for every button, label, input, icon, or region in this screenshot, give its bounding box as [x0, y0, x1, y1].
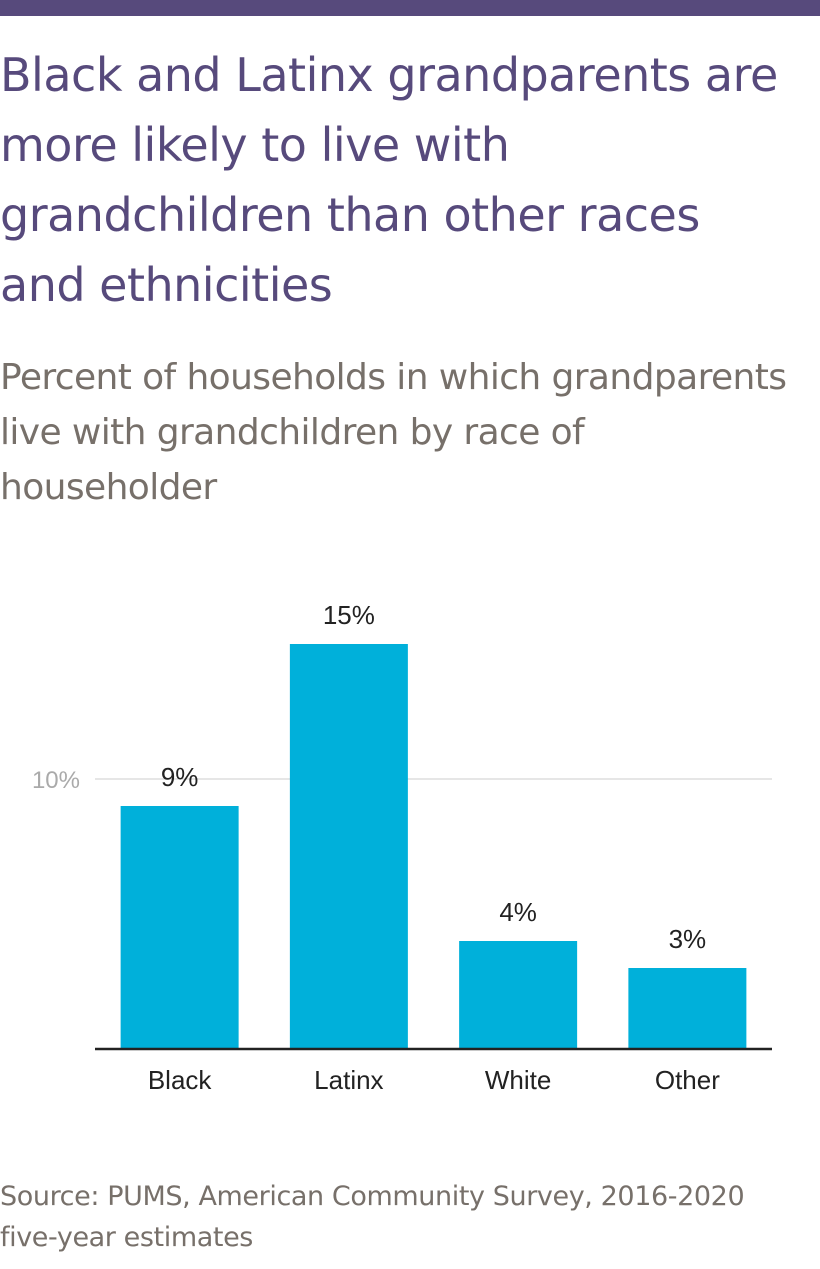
category-labels: Black Latinx White Other [148, 1065, 720, 1095]
category-label-other: Other [655, 1065, 720, 1095]
data-label-other: 3% [669, 924, 707, 954]
gridlines: 10% [32, 767, 772, 794]
category-label-black: Black [148, 1065, 213, 1095]
top-accent-bar [0, 0, 820, 16]
bar-chart: 10% 9% 15% 4% 3% Black Latinx White Other [32, 600, 772, 1095]
bars [120, 644, 747, 1049]
category-label-latinx: Latinx [314, 1065, 383, 1095]
bar-white [459, 941, 578, 1049]
source-note: Source: PUMS, American Community Survey,… [0, 1181, 745, 1253]
bar-black [120, 806, 239, 1049]
data-labels: 9% 15% 4% 3% [161, 600, 706, 954]
data-label-white: 4% [499, 897, 537, 927]
bar-latinx [289, 644, 408, 1049]
category-label-white: White [485, 1065, 551, 1095]
chart-subtitle: Percent of households in which grandpare… [0, 357, 787, 508]
data-label-black: 9% [161, 762, 199, 792]
data-label-latinx: 15% [323, 600, 375, 630]
chart-title: Black and Latinx grandparents are more l… [0, 48, 778, 312]
y-tick-label: 10% [32, 767, 80, 794]
bar-other [628, 968, 747, 1049]
